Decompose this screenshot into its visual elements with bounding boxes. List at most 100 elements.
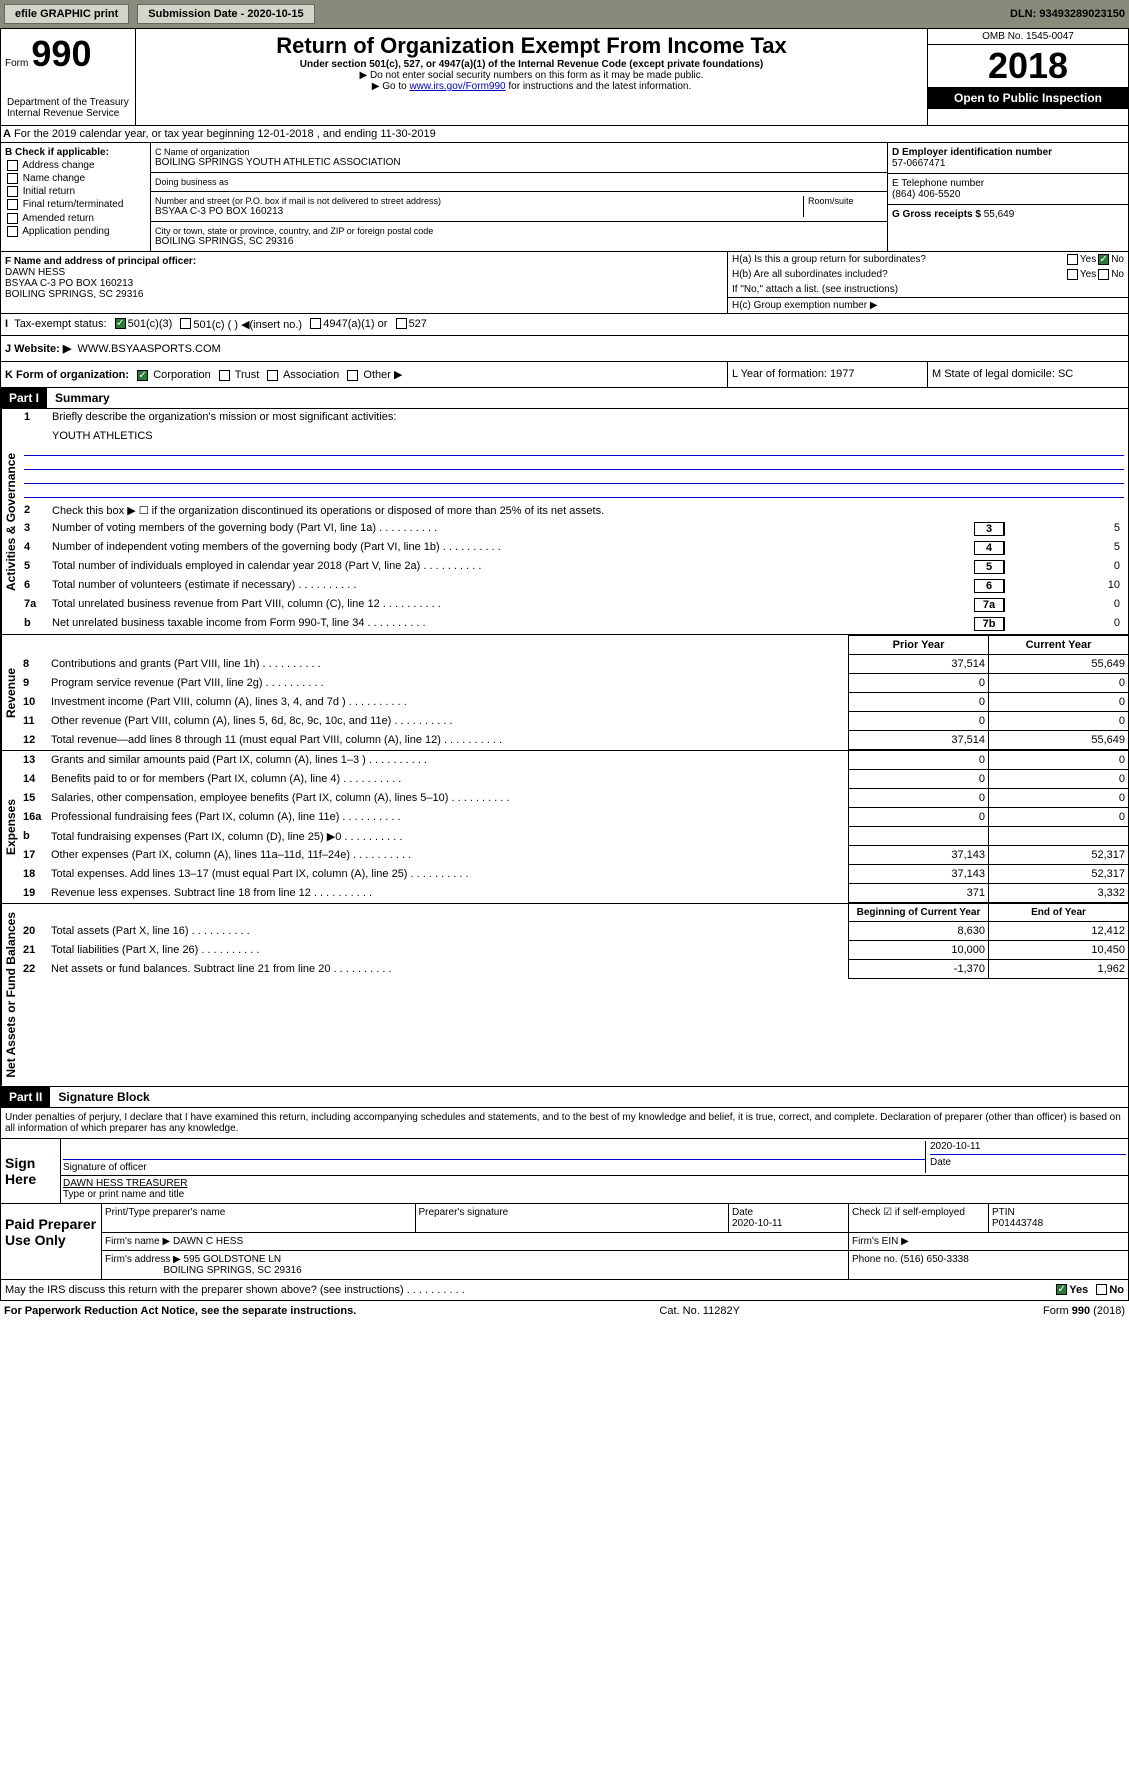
l5-text: Total number of individuals employed in … — [52, 560, 970, 574]
website-url: WWW.BSYAASPORTS.COM — [77, 343, 220, 355]
table-row: 17Other expenses (Part IX, column (A), l… — [20, 846, 1128, 865]
dba-field: Doing business as — [151, 173, 887, 192]
line-3: 3Number of voting members of the governi… — [20, 520, 1128, 539]
dept-text: Department of the Treasury Internal Reve… — [5, 95, 131, 121]
paid-ptin: P01443748 — [992, 1218, 1043, 1229]
discuss-yes-chk[interactable] — [1056, 1284, 1067, 1295]
line-6: 6Total number of volunteers (estimate if… — [20, 577, 1128, 596]
hb-yes-chk[interactable] — [1067, 269, 1078, 280]
discuss-text: May the IRS discuss this return with the… — [5, 1284, 1054, 1296]
room-label: Room/suite — [808, 196, 883, 206]
k-opt-0: Corporation — [153, 369, 210, 381]
l6-text: Total number of volunteers (estimate if … — [52, 579, 970, 593]
city-field: City or town, state or province, country… — [151, 222, 887, 251]
prior-header: Prior Year — [848, 635, 988, 655]
part2-header: Part II — [1, 1087, 50, 1107]
sig-officer-row: Signature of officer 2020-10-11 Date — [61, 1139, 1128, 1176]
ssn-instruction: ▶ Do not enter social security numbers o… — [140, 70, 923, 81]
officer-addr2: BOILING SPRINGS, SC 29316 — [5, 289, 723, 300]
submission-btn[interactable]: Submission Date - 2020-10-15 — [137, 4, 314, 24]
efile-btn[interactable]: efile GRAPHIC print — [4, 4, 129, 24]
chk-final-return[interactable]: Final return/terminated — [5, 199, 146, 210]
line-4: 4Number of independent voting members of… — [20, 539, 1128, 558]
l7b-val: 0 — [1004, 617, 1124, 631]
sig-name-label: Type or print name and title — [63, 1189, 1126, 1200]
table-row: 9Program service revenue (Part VIII, lin… — [20, 674, 1128, 693]
i-501c-chk[interactable] — [180, 318, 191, 329]
l7b-text: Net unrelated business taxable income fr… — [52, 617, 970, 631]
form-number: 990 — [31, 33, 91, 74]
firm-addr-label: Firm's address ▶ — [105, 1254, 181, 1265]
k-opt-1: Trust — [235, 369, 260, 381]
chk-address-change[interactable]: Address change — [5, 160, 146, 171]
i-4947-chk[interactable] — [310, 318, 321, 329]
footer-bottom: For Paperwork Reduction Act Notice, see … — [0, 1301, 1129, 1321]
form-label: Form — [5, 58, 28, 69]
form-title: Return of Organization Exempt From Incom… — [140, 33, 923, 59]
chk-amended[interactable]: Amended return — [5, 213, 146, 224]
part2-bar: Part II Signature Block — [0, 1087, 1129, 1108]
k-corp-chk[interactable] — [137, 370, 148, 381]
paid-h2: Preparer's signature — [415, 1204, 729, 1232]
revenue-label: Revenue — [1, 635, 20, 750]
line-2: 2Check this box ▶ ☐ if the organization … — [20, 502, 1128, 520]
row-fg: F Name and address of principal officer:… — [0, 252, 1129, 314]
form-subtitle: Under section 501(c), 527, or 4947(a)(1)… — [140, 59, 923, 70]
firm-addr: 595 GOLDSTONE LN — [184, 1254, 282, 1265]
chk-app-pending[interactable]: Application pending — [5, 226, 146, 237]
l3-text: Number of voting members of the governin… — [52, 522, 970, 536]
k-other-chk[interactable] — [347, 370, 358, 381]
ha-no-chk[interactable] — [1098, 254, 1109, 265]
paid-h3: Date — [732, 1207, 753, 1218]
org-name-label: C Name of organization — [155, 147, 883, 157]
dln-text: DLN: 93493289023150 — [1010, 8, 1125, 20]
h-c-row: H(c) Group exemption number ▶ — [728, 297, 1128, 313]
chk-name-change[interactable]: Name change — [5, 173, 146, 184]
k-assoc-chk[interactable] — [267, 370, 278, 381]
l7a-val: 0 — [1004, 598, 1124, 612]
chk-initial-return[interactable]: Initial return — [5, 186, 146, 197]
rev-header: Prior Year Current Year — [20, 635, 1128, 655]
i-opt-2: 4947(a)(1) or — [323, 318, 387, 331]
phone-label: E Telephone number — [892, 178, 1124, 189]
paid-h5: PTIN — [992, 1207, 1015, 1218]
k-trust-chk[interactable] — [219, 370, 230, 381]
i-label: Tax-exempt status: — [14, 318, 106, 331]
city-value: BOILING SPRINGS, SC 29316 — [155, 236, 883, 247]
h-b-text: H(b) Are all subordinates included? — [732, 269, 1065, 280]
k-form-org: K Form of organization: Corporation Trus… — [1, 362, 728, 387]
table-row: bTotal fundraising expenses (Part IX, co… — [20, 827, 1128, 846]
ha-yes-chk[interactable] — [1067, 254, 1078, 265]
addr-field: Number and street (or P.O. box if mail i… — [151, 192, 887, 222]
discuss-no-chk[interactable] — [1096, 1284, 1107, 1295]
current-header: Current Year — [988, 635, 1128, 655]
goto-instruction: ▶ Go to www.irs.gov/Form990 for instruct… — [140, 81, 923, 92]
i-opt-0: 501(c)(3) — [128, 318, 173, 331]
line-5: 5Total number of individuals employed in… — [20, 558, 1128, 577]
part2-title: Signature Block — [50, 1087, 157, 1107]
col-c-org: C Name of organization BOILING SPRINGS Y… — [151, 143, 888, 251]
hb-no-chk[interactable] — [1098, 269, 1109, 280]
paid-label: Paid Preparer Use Only — [1, 1204, 101, 1279]
part1-bar: Part I Summary — [0, 388, 1129, 409]
i-opt-1: 501(c) ( ) ◀(insert no.) — [193, 318, 302, 331]
i-opt-3: 527 — [409, 318, 427, 331]
i-501c3-chk[interactable] — [115, 318, 126, 329]
k-label: K Form of organization: — [5, 369, 129, 381]
org-name: BOILING SPRINGS YOUTH ATHLETIC ASSOCIATI… — [155, 157, 883, 168]
paid-preparer-block: Paid Preparer Use Only Print/Type prepar… — [0, 1204, 1129, 1280]
paid-h1: Print/Type preparer's name — [101, 1204, 415, 1232]
part1-header: Part I — [1, 388, 47, 408]
row-k: K Form of organization: Corporation Trus… — [0, 362, 1129, 388]
form-number-box: Form 990 Department of the Treasury Inte… — [1, 29, 136, 125]
table-row: 13Grants and similar amounts paid (Part … — [20, 751, 1128, 770]
netassets-label: Net Assets or Fund Balances — [1, 904, 20, 1086]
discuss-row: May the IRS discuss this return with the… — [0, 1280, 1129, 1301]
irs-link[interactable]: www.irs.gov/Form990 — [409, 81, 505, 92]
sign-block: Sign Here Signature of officer 2020-10-1… — [0, 1139, 1129, 1204]
table-row: 10Investment income (Part VIII, column (… — [20, 693, 1128, 712]
i-527-chk[interactable] — [396, 318, 407, 329]
table-row: 21Total liabilities (Part X, line 26)10,… — [20, 941, 1128, 960]
expenses-section: Expenses 13Grants and similar amounts pa… — [0, 751, 1129, 904]
firm-phone: (516) 650-3338 — [900, 1254, 968, 1265]
